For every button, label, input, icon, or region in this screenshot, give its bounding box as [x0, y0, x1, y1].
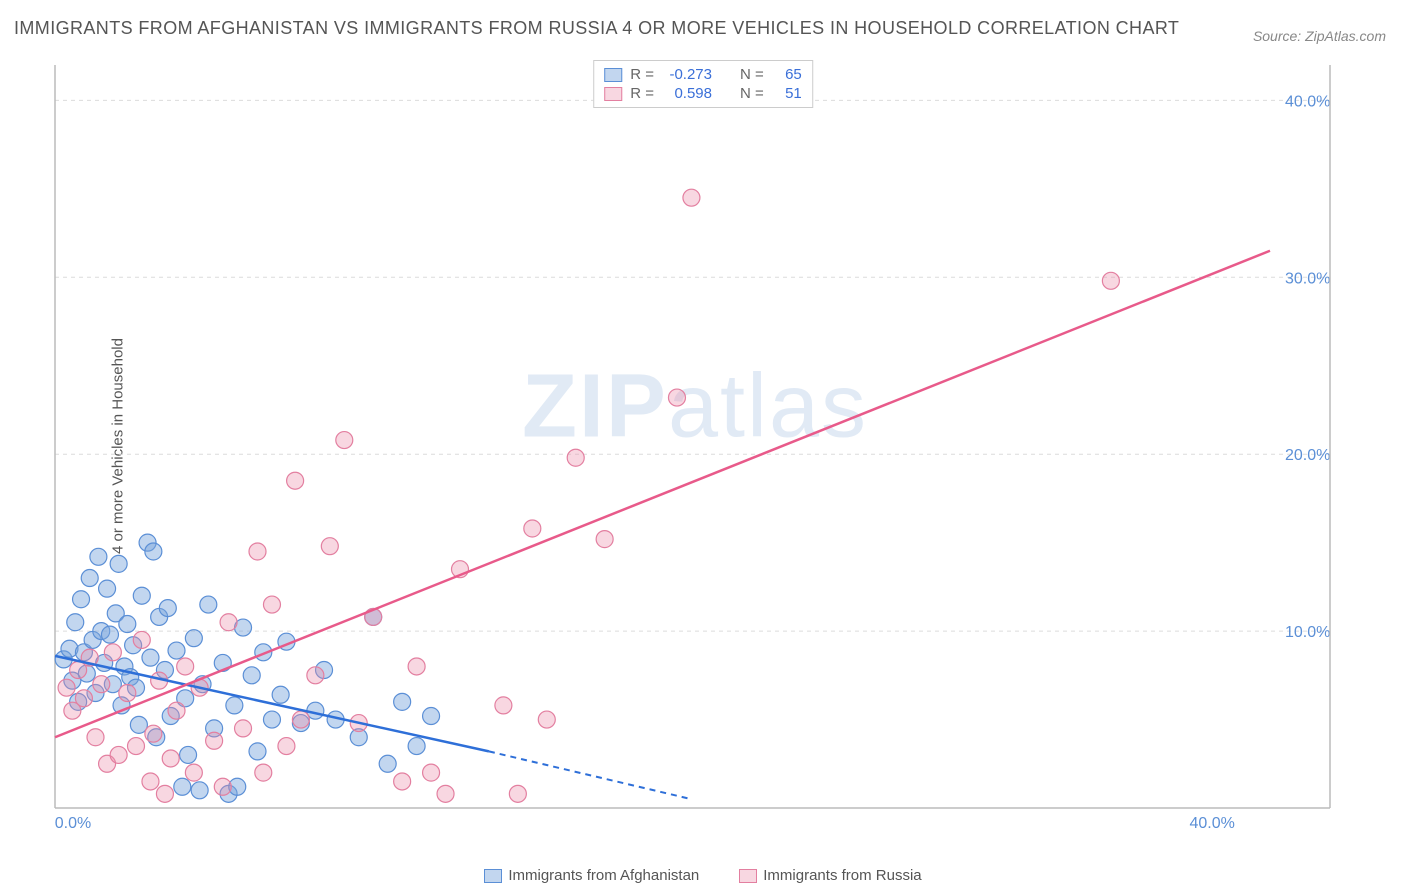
series-label: Immigrants from Afghanistan	[508, 867, 699, 884]
scatter-chart-svg: 10.0% 20.0% 30.0% 40.0% 0.0% 40.0%	[50, 60, 1340, 830]
plot-area: ZIPatlas 10.0%20.0%30.0%40.0%0.0%40.0%	[50, 60, 1340, 830]
chart-title: IMMIGRANTS FROM AFGHANISTAN VS IMMIGRANT…	[14, 18, 1179, 39]
series-legend: Immigrants from Afghanistan Immigrants fr…	[0, 867, 1406, 884]
source-attribution: Source: ZipAtlas.com	[1253, 28, 1386, 44]
svg-text:30.0%: 30.0%	[1285, 270, 1330, 287]
series-legend-item: Immigrants from Russia	[739, 867, 921, 884]
svg-text:40.0%: 40.0%	[1189, 815, 1234, 830]
legend-swatch-icon	[739, 869, 757, 883]
legend-swatch-icon	[604, 68, 622, 82]
svg-text:20.0%: 20.0%	[1285, 447, 1330, 464]
svg-text:40.0%: 40.0%	[1285, 93, 1330, 110]
series-label: Immigrants from Russia	[763, 867, 921, 884]
legend-row: R =-0.273N =65	[604, 65, 802, 84]
series-legend-item: Immigrants from Afghanistan	[484, 867, 699, 884]
legend-swatch-icon	[604, 87, 622, 101]
svg-text:0.0%: 0.0%	[55, 815, 91, 830]
correlation-legend: R =-0.273N =65R =0.598N =51	[593, 60, 813, 108]
legend-swatch-icon	[484, 869, 502, 883]
legend-row: R =0.598N =51	[604, 84, 802, 103]
svg-text:10.0%: 10.0%	[1285, 624, 1330, 641]
